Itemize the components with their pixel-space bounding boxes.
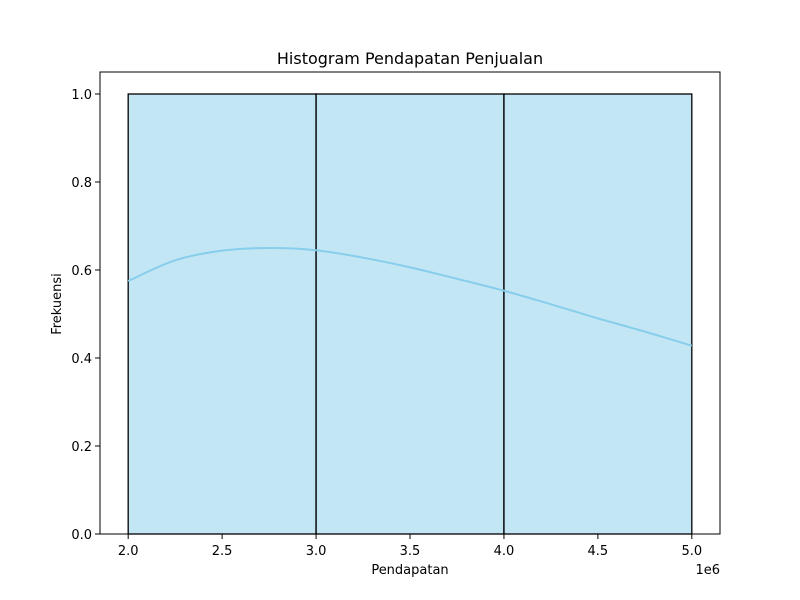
ticks-layer: 2.0 2.5 3.0 3.5 4.0 4.5 5.0 0.0 0.2 0.4 0.6 0.8 1.0: [71, 88, 702, 559]
x-tick-label: 3.5: [400, 544, 421, 559]
y-tick-label: 0.8: [71, 176, 92, 191]
x-offset-label: 1e6: [695, 563, 720, 578]
x-axis-title: Pendapatan: [371, 563, 448, 578]
y-tick-label: 0.2: [71, 440, 92, 455]
histogram-bar-3: [503, 93, 693, 535]
y-tick-label: 0.6: [71, 264, 92, 279]
kde-layer: [127, 246, 693, 347]
histogram-bar-1: [127, 93, 317, 535]
x-tick-label: 2.0: [118, 544, 139, 559]
x-tick-label: 4.0: [494, 544, 515, 559]
x-tick-label: 3.0: [306, 544, 327, 559]
y-tick-label: 0.0: [71, 528, 92, 543]
y-axis-title: Frekuensi: [50, 273, 65, 335]
histogram-bar-2: [315, 93, 505, 535]
y-tick-label: 1.0: [71, 88, 92, 103]
x-tick-label: 2.5: [212, 544, 233, 559]
x-tick-label: 4.5: [588, 544, 609, 559]
chart-title: Histogram Pendapatan Penjualan: [277, 49, 543, 68]
bars-layer: [127, 93, 693, 535]
y-tick-label: 0.4: [71, 352, 92, 367]
x-tick-label: 5.0: [681, 544, 702, 559]
kde-curve: [127, 246, 693, 347]
